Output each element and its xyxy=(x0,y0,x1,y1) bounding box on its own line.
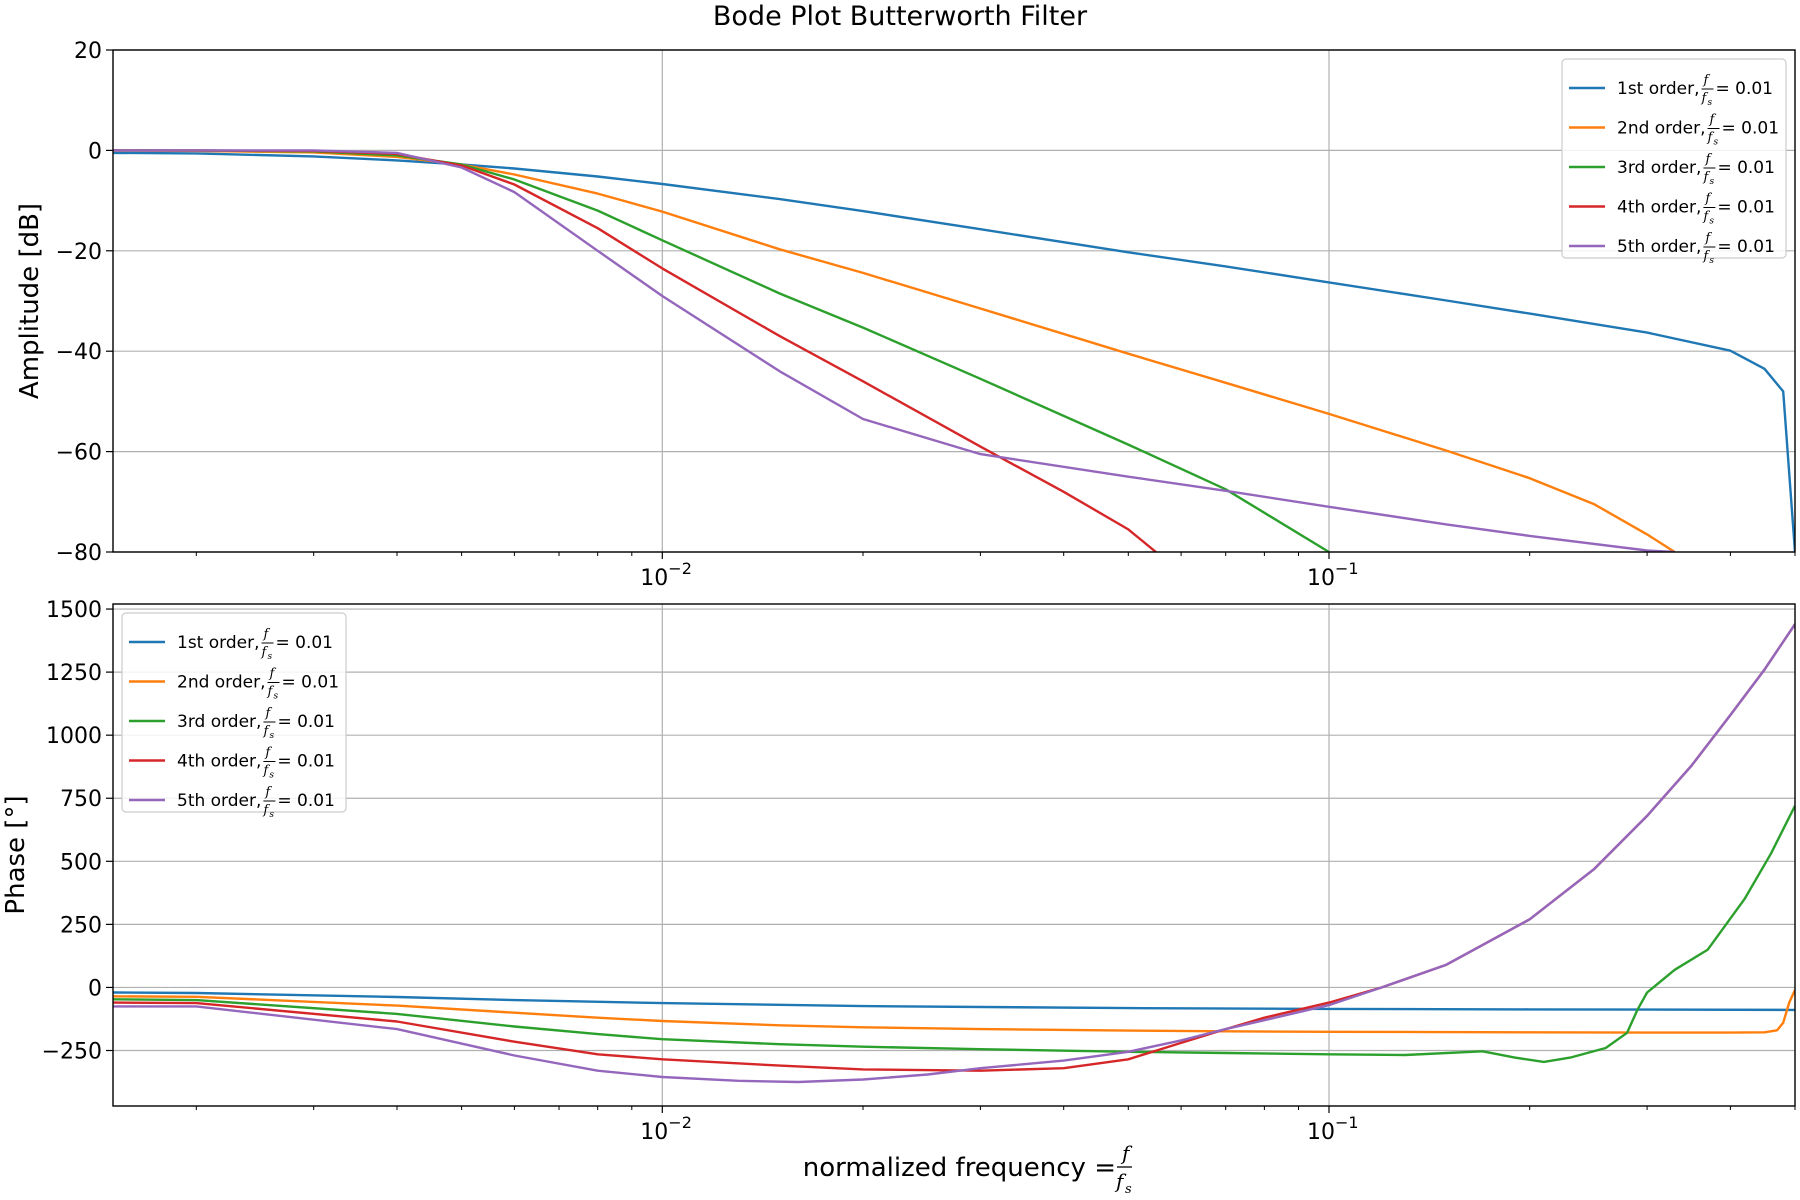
y-axis-label: Phase [°] xyxy=(1,795,31,914)
legend-value: = 0.01 xyxy=(1717,158,1775,178)
y-tick-label: 0 xyxy=(88,139,102,164)
y-tick-label: 500 xyxy=(60,850,102,875)
legend-value: = 0.01 xyxy=(275,633,333,653)
legend-value: = 0.01 xyxy=(1717,237,1775,257)
legend-fraction-sub: s xyxy=(269,731,274,741)
legend-fraction-sub: s xyxy=(1709,177,1714,187)
x-tick-label: 10 xyxy=(1307,1120,1335,1145)
y-tick-label: 0 xyxy=(88,976,102,1001)
y-tick-label: −20 xyxy=(56,240,102,265)
legend-value: = 0.01 xyxy=(1715,79,1773,99)
legend-box: 1st order, ffs = 0.012nd order, ffs = 0.… xyxy=(122,613,346,820)
legend-label: 2nd order, xyxy=(1617,119,1706,139)
legend-fraction-sub: s xyxy=(274,692,279,702)
y-axis-label: Amplitude [dB] xyxy=(15,203,45,399)
figure-title: Bode Plot Butterworth Filter xyxy=(713,1,1088,32)
legend-fraction-sub: s xyxy=(1709,256,1714,266)
x-tick-label: 10 xyxy=(640,1120,668,1145)
y-tick-label: −250 xyxy=(42,1040,102,1065)
legend-value: = 0.01 xyxy=(277,712,335,732)
y-tick-label: 750 xyxy=(60,787,102,812)
legend-label: 4th order, xyxy=(1617,198,1701,218)
x-tick-exponent: −2 xyxy=(668,1113,692,1132)
x-tick-label: 10 xyxy=(1307,566,1335,591)
legend-label: 5th order, xyxy=(1617,237,1701,257)
legend-fraction-sub: s xyxy=(1709,217,1714,227)
x-tick-exponent: −1 xyxy=(1335,559,1359,578)
legend-box: 1st order, ffs = 0.012nd order, ffs = 0.… xyxy=(1562,59,1786,266)
y-tick-label: 1500 xyxy=(46,598,102,623)
legend-value: = 0.01 xyxy=(282,673,340,693)
y-tick-label: 20 xyxy=(74,39,102,64)
legend-label: 1st order, xyxy=(1617,79,1699,99)
x-axis-label-text: normalized frequency = xyxy=(803,1153,1116,1183)
legend-label: 2nd order, xyxy=(177,673,266,693)
legend-value: = 0.01 xyxy=(277,791,335,811)
legend-fraction-sub: s xyxy=(269,810,274,820)
x-tick-exponent: −1 xyxy=(1335,1113,1359,1132)
legend-fraction-sub: s xyxy=(1714,138,1719,148)
legend-label: 3rd order, xyxy=(1617,158,1701,178)
y-tick-label: −80 xyxy=(56,541,102,566)
y-tick-label: −40 xyxy=(56,340,102,365)
legend-fraction-sub: s xyxy=(1707,98,1712,108)
legend-value: = 0.01 xyxy=(1722,119,1780,139)
x-tick-exponent: −2 xyxy=(668,559,692,578)
y-tick-label: 1000 xyxy=(46,724,102,749)
legend-label: 4th order, xyxy=(177,752,261,772)
legend-value: = 0.01 xyxy=(277,752,335,772)
y-tick-label: −60 xyxy=(56,441,102,466)
legend-fraction-sub: s xyxy=(269,771,274,781)
legend-value: = 0.01 xyxy=(1717,198,1775,218)
legend-fraction-sub: s xyxy=(267,652,272,662)
x-axis-fraction-sub: s xyxy=(1125,1182,1132,1197)
legend-label: 5th order, xyxy=(177,791,261,811)
y-tick-label: 250 xyxy=(60,913,102,938)
y-tick-label: 1250 xyxy=(46,661,102,686)
legend-label: 1st order, xyxy=(177,633,259,653)
x-tick-label: 10 xyxy=(640,566,668,591)
legend-label: 3rd order, xyxy=(177,712,261,732)
